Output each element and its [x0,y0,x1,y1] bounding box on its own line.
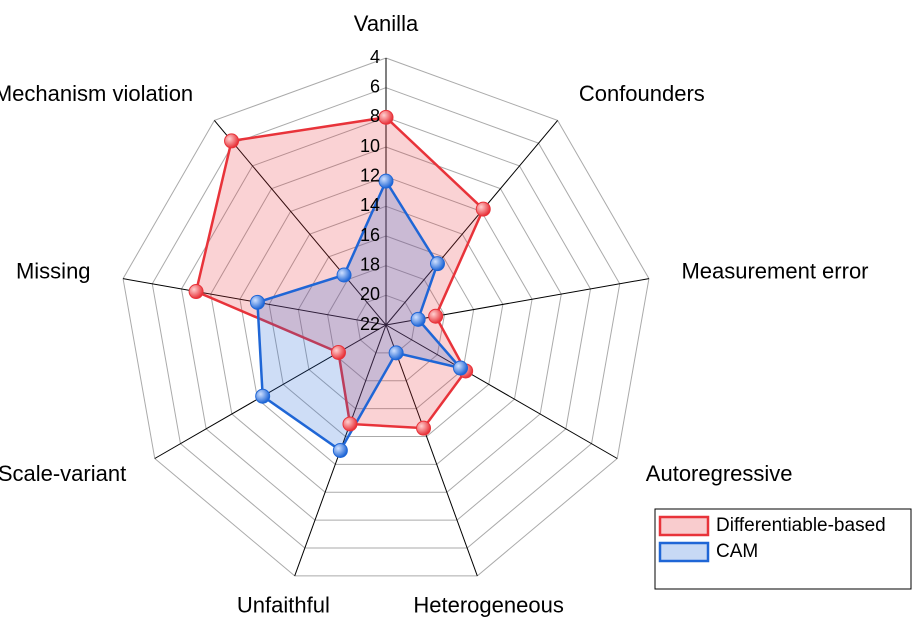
spoke [385,324,618,459]
category-label: Vanilla [354,11,419,36]
legend-swatch [658,515,710,537]
category-label: Scale-variant [0,461,126,486]
data-point [429,256,445,272]
r-tick-label: 12 [360,165,380,185]
category-label: Unfaithful [237,593,330,618]
grid-ring [327,265,445,382]
r-tick-label: 6 [370,76,380,96]
spoke [385,324,478,577]
data-point [330,344,346,360]
grid-ring [356,294,416,354]
grid-ring [268,205,504,438]
r-tick-label: 14 [360,195,380,215]
data-point [188,284,204,300]
r-tick-label: 16 [360,225,380,245]
spoke [385,120,559,326]
grid-ring [180,116,592,521]
r-tick-label: 18 [360,254,380,274]
series-area [256,178,464,453]
data-point [378,173,394,189]
spoke [154,324,387,459]
grid-ring [151,87,621,549]
data-point [224,133,240,149]
r-tick-label: 10 [360,136,380,156]
category-label: Missing [16,259,91,284]
data-point [475,201,491,217]
data-point [388,345,404,361]
legend-swatch [658,541,710,563]
spoke [213,120,387,326]
data-point [249,294,265,310]
r-tick-label: 8 [370,106,380,126]
grid-ring [122,57,650,577]
category-label: Confounders [579,81,705,106]
data-point [336,267,352,283]
data-point [255,388,271,404]
r-tick-label: 4 [370,47,380,67]
category-label: Heterogeneous [413,593,563,618]
legend: Differentiable-based CAM [654,508,912,590]
data-point [342,416,358,432]
legend-label: CAM [716,541,758,562]
data-point [428,308,444,324]
category-label: Autoregressive [646,461,793,486]
category-label: Mechanism violation [0,81,193,106]
grid-ring [297,235,475,410]
data-point [416,420,432,436]
r-tick-label: 20 [360,284,380,304]
r-tick-label: 22 [360,314,380,334]
data-point [410,311,426,327]
legend-label: Differentiable-based [716,515,886,536]
grid-ring [239,176,533,465]
data-point [453,360,469,376]
grid-ring [210,146,562,493]
legend-box [654,508,912,590]
data-point [378,109,394,125]
category-label: Measurement error [681,259,868,284]
data-point [332,442,348,458]
